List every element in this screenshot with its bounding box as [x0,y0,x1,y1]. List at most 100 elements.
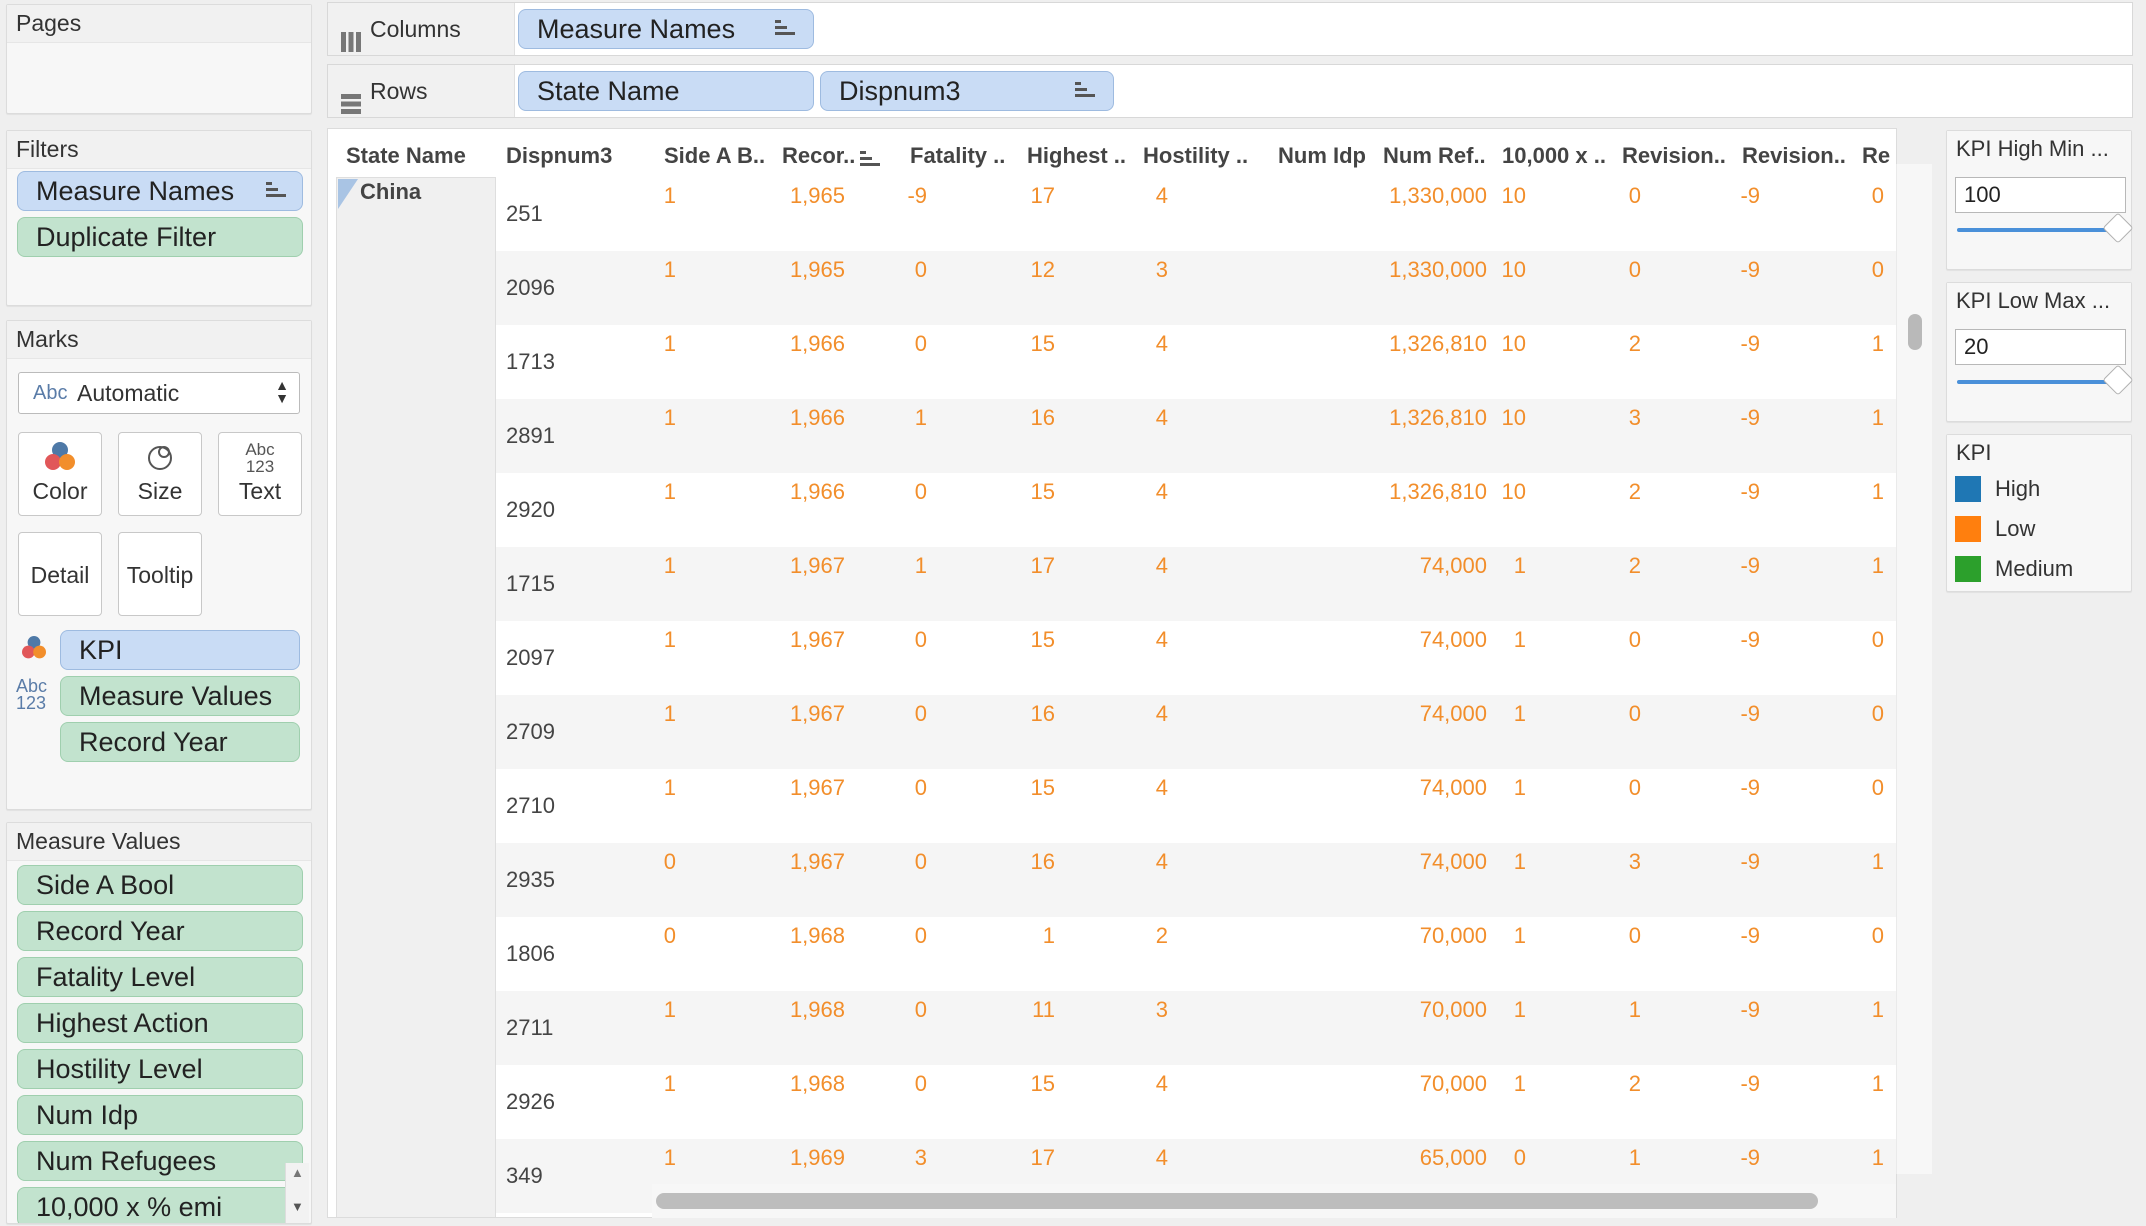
value-cell[interactable]: 1,330,000 [1389,183,1487,208]
col-header-highest-action[interactable]: Highest .. [1027,143,1127,168]
dispnum-cell[interactable]: 251 [506,201,543,226]
dispnum-cell[interactable]: 2891 [506,423,555,448]
legend-item-medium[interactable]: Medium [1955,555,2073,583]
dispnum-cell[interactable]: 2711 [506,1015,554,1040]
value-cell[interactable]: 1,326,810 [1389,405,1487,430]
value-cell[interactable]: 0 [1871,627,1884,652]
value-cell[interactable]: 15 [1030,1071,1055,1096]
value-cell[interactable]: -9 [1740,997,1760,1022]
value-cell[interactable]: 1,965 [789,183,845,208]
col-header-num-refugees[interactable]: Num Ref.. [1383,143,1486,168]
value-cell[interactable]: -9 [1740,923,1760,948]
value-cell[interactable]: 74,000 [1419,701,1487,726]
value-cell[interactable]: 4 [1155,775,1168,800]
state-name-value[interactable]: China [360,179,422,204]
value-cell[interactable]: -9 [1740,257,1760,282]
value-cell[interactable]: 70,000 [1419,923,1487,948]
value-cell[interactable]: 0 [914,775,927,800]
marks-field-kpi[interactable]: KPI [60,630,300,670]
value-cell[interactable]: 0 [914,997,927,1022]
value-cell[interactable]: 1,967 [789,775,845,800]
col-header-revision-1[interactable]: Revision.. [1622,143,1726,168]
value-cell[interactable]: 1 [1871,405,1884,430]
kpi-low-slider-handle[interactable] [2102,364,2134,396]
value-cell[interactable]: 1 [663,627,676,652]
value-cell[interactable]: 1 [1871,1071,1884,1096]
value-cell[interactable]: 0 [914,701,927,726]
value-cell[interactable]: 1,967 [789,849,845,874]
kpi-high-slider[interactable] [1957,228,2117,232]
value-cell[interactable]: 17 [1030,183,1055,208]
marks-field-record-year[interactable]: Record Year [60,722,300,762]
col-header-record-year[interactable]: Recor.. [782,143,856,168]
columns-shelf[interactable]: Columns Measure Names [327,2,2133,56]
sort-icon[interactable] [860,151,882,171]
value-cell[interactable]: 0 [663,849,676,874]
kpi-low-slider[interactable] [1957,380,2117,384]
value-cell[interactable]: -9 [1740,849,1760,874]
value-cell[interactable]: 70,000 [1419,1071,1487,1096]
value-cell[interactable]: 0 [914,923,927,948]
value-cell[interactable]: 0 [1628,257,1641,282]
value-cell[interactable]: 65,000 [1419,1145,1487,1170]
col-header-hostility-level[interactable]: Hostility .. [1143,143,1249,168]
value-cell[interactable]: 1 [1871,997,1884,1022]
value-cell[interactable]: 15 [1030,331,1055,356]
value-cell[interactable]: 1 [1871,1145,1884,1170]
value-cell[interactable]: 4 [1155,849,1168,874]
kpi-high-slider-handle[interactable] [2102,212,2134,244]
value-cell[interactable]: 10 [1501,331,1526,356]
dispnum-cell[interactable]: 2920 [506,497,555,522]
vertical-scroll-thumb[interactable] [1908,314,1922,350]
value-cell[interactable]: 2 [1155,923,1168,948]
value-cell[interactable]: 1 [1513,1071,1526,1096]
value-cell[interactable]: 1 [663,997,676,1022]
kpi-high-input[interactable]: 100 [1955,177,2126,213]
value-cell[interactable]: 74,000 [1419,553,1487,578]
value-cell[interactable]: 1 [1513,997,1526,1022]
value-cell[interactable]: -9 [1740,1145,1760,1170]
value-cell[interactable]: -9 [1740,405,1760,430]
col-header-re[interactable]: Re [1862,143,1891,168]
col-header-fatality-level[interactable]: Fatality .. [910,143,1006,168]
value-cell[interactable]: 1 [1628,1145,1641,1170]
state-name-pane[interactable] [336,177,496,1217]
measure-value-pill[interactable]: Hostility Level [17,1049,303,1089]
value-cell[interactable]: 1 [1042,923,1055,948]
value-cell[interactable]: 74,000 [1419,849,1487,874]
value-cell[interactable]: 10 [1501,257,1526,282]
value-cell[interactable]: 16 [1030,701,1055,726]
value-cell[interactable]: 0 [1628,627,1641,652]
value-cell[interactable]: 1,326,810 [1389,331,1487,356]
value-cell[interactable]: 0 [914,257,927,282]
value-cell[interactable]: 0 [1871,257,1884,282]
col-header-dispnum3[interactable]: Dispnum3 [506,143,613,168]
legend-item-low[interactable]: Low [1955,515,2035,543]
value-cell[interactable]: 1,968 [789,997,845,1022]
value-cell[interactable]: 1 [1871,331,1884,356]
measure-value-pill[interactable]: Fatality Level [17,957,303,997]
value-cell[interactable]: 4 [1155,627,1168,652]
col-header-revision-2[interactable]: Revision.. [1742,143,1846,168]
filter-pill-measure-names[interactable]: Measure Names [17,171,303,211]
value-cell[interactable]: -9 [1740,331,1760,356]
value-cell[interactable]: 1,966 [789,405,845,430]
value-cell[interactable]: 4 [1155,479,1168,504]
measure-value-pill[interactable]: 10,000 x % emi [17,1187,303,1223]
value-cell[interactable]: 1 [1513,627,1526,652]
detail-button[interactable]: Detail [18,532,102,616]
value-cell[interactable]: 1,969 [789,1145,845,1170]
measure-value-pill[interactable]: Num Idp [17,1095,303,1135]
scroll-up-icon[interactable]: ▲ [291,1165,304,1180]
dispnum-cell[interactable]: 349 [506,1163,543,1188]
value-cell[interactable]: 2 [1628,479,1641,504]
value-cell[interactable]: 3 [1155,257,1168,282]
dispnum-cell[interactable]: 2935 [506,867,555,892]
value-cell[interactable]: 15 [1030,627,1055,652]
value-cell[interactable]: 1 [1513,849,1526,874]
value-cell[interactable]: 70,000 [1419,997,1487,1022]
value-cell[interactable]: 1 [663,1071,676,1096]
horizontal-scroll-thumb[interactable] [656,1193,1818,1209]
color-button[interactable]: Color [18,432,102,516]
value-cell[interactable]: 1 [663,331,676,356]
